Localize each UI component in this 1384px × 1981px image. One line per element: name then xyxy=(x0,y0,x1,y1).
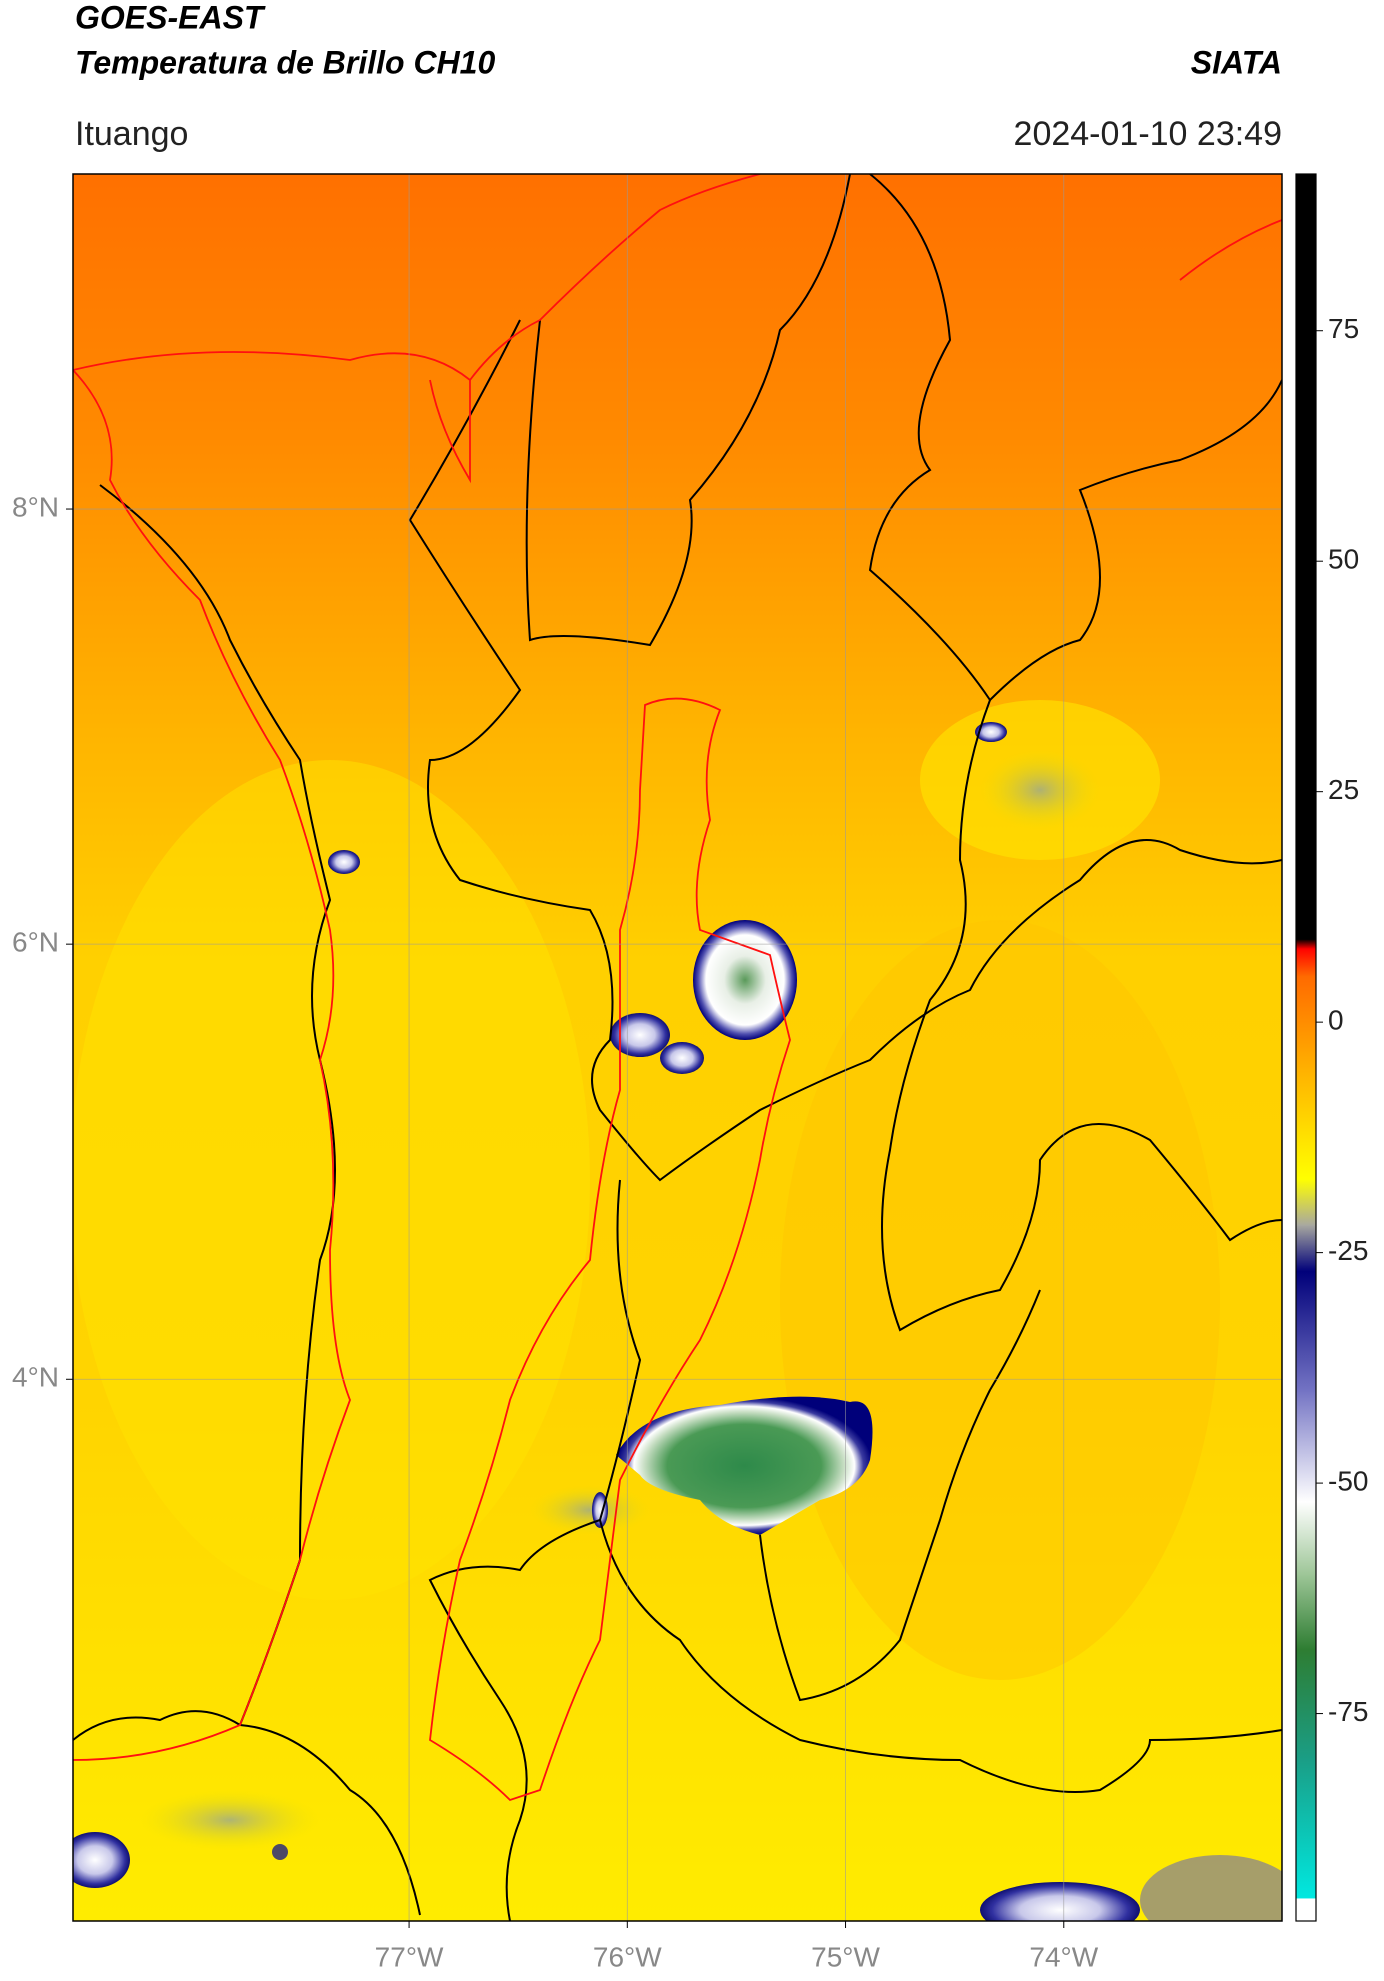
y-tick-label: 4°N xyxy=(12,1362,59,1393)
colorbar-segment xyxy=(1296,948,1316,977)
x-tick-label: 76°W xyxy=(593,1941,662,1972)
x-tick-label: 75°W xyxy=(811,1941,880,1972)
subtitle: Temperatura de Brillo CH10 xyxy=(75,44,495,80)
title: GOES-EAST xyxy=(75,0,266,35)
colorbar-segment xyxy=(1296,174,1316,940)
colorbar-segment xyxy=(1296,1390,1316,1503)
colorbar-segment xyxy=(1296,1897,1316,1922)
colorbar: -75 -50 -25 0 25 50 75 xyxy=(1296,174,1368,1922)
satellite-image xyxy=(73,174,1282,1921)
colorbar-tick-label: 75 xyxy=(1328,313,1359,344)
colorbar-tick-label: -50 xyxy=(1328,1465,1368,1496)
y-tick-label: 6°N xyxy=(12,927,59,958)
colorbar-segment xyxy=(1296,1178,1316,1226)
colorbar-segment xyxy=(1296,1271,1316,1392)
location: Ituango xyxy=(75,115,188,153)
colorbar-segment xyxy=(1296,1068,1316,1180)
y-tick-label: 8°N xyxy=(12,491,59,522)
colorbar-segment xyxy=(1296,976,1316,1069)
colorbar-frame xyxy=(1295,173,1317,1922)
source: SIATA xyxy=(1191,44,1282,80)
colorbar-segment xyxy=(1296,1501,1316,1576)
colorbar-segment xyxy=(1296,939,1316,949)
colorbar-tick-label: -75 xyxy=(1328,1696,1368,1727)
colorbar-tick-label: -25 xyxy=(1328,1235,1368,1266)
colorbar-segment xyxy=(1296,1649,1316,1761)
x-tick-label: 74°W xyxy=(1029,1941,1098,1972)
colorbar-tick-label: 0 xyxy=(1328,1005,1344,1036)
colorbar-tick-label: 50 xyxy=(1328,544,1359,575)
colorbar-tick-label: 25 xyxy=(1328,774,1359,805)
grid xyxy=(66,174,1282,1928)
x-tick-label: 77°W xyxy=(375,1941,444,1972)
colorbar-segment xyxy=(1296,1575,1316,1650)
timestamp: 2024-01-10 23:49 xyxy=(1014,115,1282,153)
colorbar-segment xyxy=(1296,1759,1316,1899)
colorbar-segment xyxy=(1296,1224,1316,1272)
map-frame xyxy=(72,173,1283,1922)
